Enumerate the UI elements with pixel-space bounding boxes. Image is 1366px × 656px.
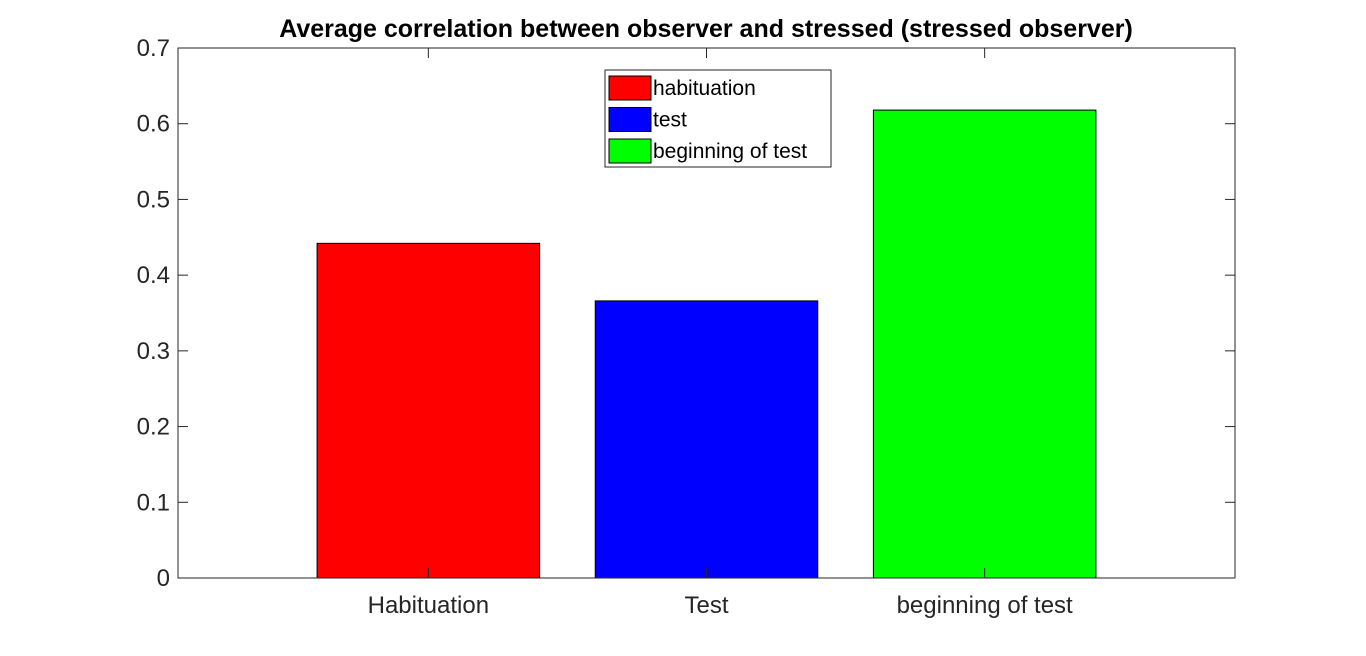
legend: habituation test beginning of test	[604, 69, 832, 168]
y-tick-label: 0.3	[137, 338, 170, 365]
axis-ticks-group	[178, 47, 1235, 579]
x-tick-label: Habituation	[368, 592, 489, 619]
legend-swatch	[608, 107, 652, 132]
y-tick-label: 0.7	[137, 35, 170, 62]
y-tick-label: 0.5	[137, 186, 170, 213]
bar-habituation	[316, 242, 541, 579]
bars-group	[316, 109, 1097, 579]
plot-frame	[177, 47, 1236, 579]
chart-title: Average correlation between observer and…	[279, 15, 1133, 43]
x-tick-label: beginning of test	[897, 592, 1073, 619]
legend-swatch	[608, 75, 652, 101]
legend-label: habituation	[653, 77, 756, 100]
x-tick-labels-group: Habituation Test beginning of test	[368, 592, 1073, 619]
y-tick-label: 0	[157, 565, 170, 592]
y-tick-label: 0.4	[137, 262, 170, 289]
x-tick-label: Test	[684, 592, 728, 619]
legend-label: beginning of test	[653, 140, 807, 163]
y-tick-labels-group: 0 0.1 0.2 0.3 0.4 0.5 0.6 0.7	[137, 35, 170, 592]
legend-label: test	[653, 109, 687, 132]
y-tick-label: 0.2	[137, 414, 170, 441]
bar-test	[594, 300, 819, 579]
bar-beginning-of-test	[872, 109, 1097, 579]
y-tick-label: 0.1	[137, 489, 170, 516]
y-tick-label: 0.6	[137, 111, 170, 138]
legend-swatch	[608, 138, 652, 164]
